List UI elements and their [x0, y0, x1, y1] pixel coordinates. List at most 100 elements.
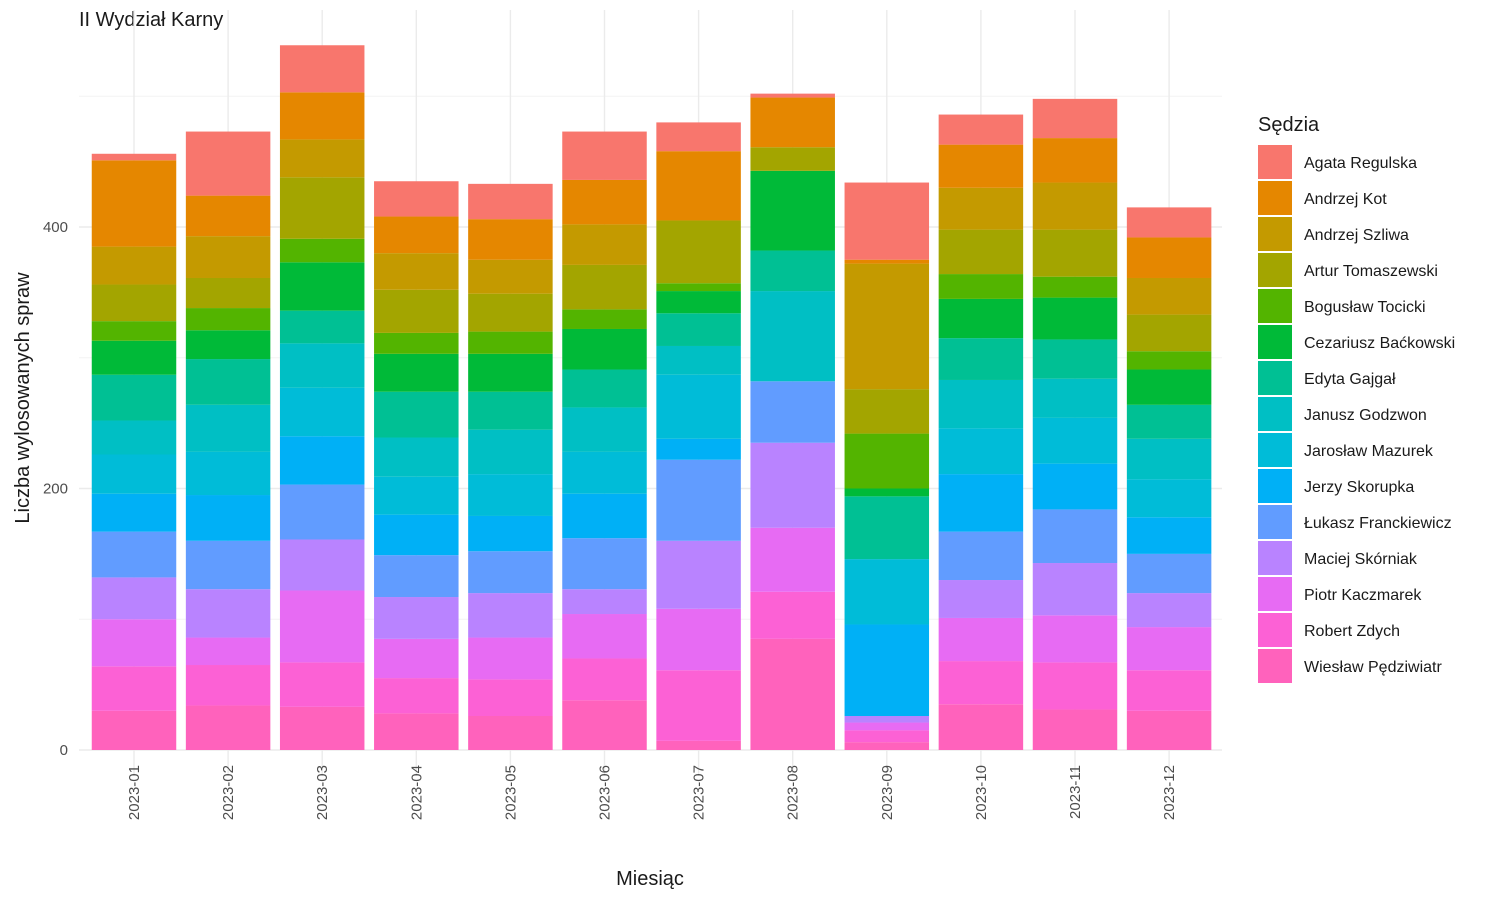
legend-swatch — [1258, 469, 1292, 503]
bar-segment — [562, 614, 647, 659]
bar-segment — [656, 540, 741, 609]
bar-segment — [374, 476, 459, 515]
legend-label: Wiesław Pędziwiatr — [1304, 659, 1442, 676]
bar-segment — [468, 391, 553, 430]
bar-segment — [468, 183, 553, 220]
bar-segment — [656, 283, 741, 292]
bar-segment — [91, 666, 177, 711]
legend-item: Jarosław Mazurek — [1258, 433, 1434, 467]
legend-label: Edyta Gajgał — [1304, 371, 1396, 388]
bar-segment — [656, 291, 741, 314]
bar-segment — [374, 353, 459, 392]
bar-segment — [91, 284, 177, 322]
bar-segment — [185, 277, 271, 309]
bar-segment — [938, 531, 1024, 581]
bar-segment — [1126, 593, 1212, 628]
bar-segment — [844, 259, 930, 264]
x-tick-label: 2023-08 — [785, 765, 802, 820]
x-tick-label: 2023-06 — [597, 765, 614, 820]
bar-segment — [562, 700, 647, 750]
bar-segment — [750, 527, 835, 592]
bar-segment — [938, 229, 1024, 275]
bar-segment — [1126, 277, 1212, 315]
bar-segment — [1126, 670, 1212, 711]
bar-segment — [374, 332, 459, 354]
bar-segment — [562, 493, 647, 539]
bar-segment — [844, 559, 930, 625]
y-tick-label: 0 — [60, 742, 68, 759]
bar-segment — [185, 308, 271, 331]
bar-segment — [468, 219, 553, 260]
legend-label: Łukasz Franckiewicz — [1304, 515, 1452, 532]
bar-segment — [938, 661, 1024, 705]
chart-title: II Wydział Karny — [79, 9, 223, 31]
bar-segment — [279, 139, 365, 178]
bar-segment — [1126, 404, 1212, 439]
y-tick-label: 400 — [43, 219, 68, 236]
legend-swatch — [1258, 505, 1292, 539]
legend-swatch — [1258, 253, 1292, 287]
bar-segment — [468, 259, 553, 294]
bar-segment — [185, 705, 271, 750]
bar-segment — [750, 147, 835, 171]
bar-segment — [750, 442, 835, 528]
legend-swatch — [1258, 577, 1292, 611]
bar-segment — [938, 428, 1024, 475]
x-tick-label: 2023-05 — [502, 765, 519, 820]
legend-title: Sędzia — [1258, 114, 1320, 136]
bar-segment — [562, 589, 647, 615]
bar-segment — [468, 353, 553, 392]
bar-segment — [374, 638, 459, 679]
bar-segment — [374, 253, 459, 290]
bar-segment — [374, 713, 459, 750]
legend-item: Robert Zdych — [1258, 613, 1400, 647]
bar-segment — [279, 484, 365, 540]
bar-segment — [1032, 229, 1118, 277]
bar-segment — [750, 170, 835, 251]
bar-segment — [938, 187, 1024, 230]
bar-stack-2023-08 — [750, 93, 835, 750]
bar-stack-2023-04 — [374, 181, 459, 750]
legend-label: Robert Zdych — [1304, 623, 1400, 640]
bar-segment — [1126, 479, 1212, 518]
bars — [91, 45, 1212, 750]
bar-segment — [91, 420, 177, 455]
bar-segment — [279, 177, 365, 239]
bar-segment — [1126, 207, 1212, 238]
x-tick-label: 2023-01 — [126, 765, 143, 820]
bar-segment — [562, 658, 647, 701]
bar-segment — [656, 740, 741, 750]
x-tick-label: 2023-09 — [879, 765, 896, 820]
bar-segment — [656, 438, 741, 460]
bar-segment — [938, 580, 1024, 618]
legend-item: Edyta Gajgał — [1258, 361, 1396, 395]
bar-stack-2023-11 — [1032, 98, 1118, 750]
bar-segment — [656, 459, 741, 541]
bar-segment — [844, 182, 930, 260]
bar-segment — [750, 291, 835, 382]
bar-segment — [656, 313, 741, 346]
bar-segment — [750, 381, 835, 443]
legend-label: Janusz Godzwon — [1304, 407, 1427, 424]
bar-segment — [374, 555, 459, 598]
bar-segment — [279, 238, 365, 263]
bar-segment — [750, 93, 835, 98]
bar-segment — [656, 151, 741, 221]
x-tick-label: 2023-04 — [408, 765, 425, 820]
legend-item: Janusz Godzwon — [1258, 397, 1427, 431]
bar-segment — [938, 144, 1024, 188]
bar-segment — [656, 670, 741, 741]
bar-segment — [91, 340, 177, 375]
bar-segment — [562, 369, 647, 408]
bar-segment — [1032, 98, 1118, 139]
bar-segment — [468, 679, 553, 717]
legend-item: Andrzej Szliwa — [1258, 217, 1409, 251]
bar-segment — [279, 662, 365, 707]
legend-swatch — [1258, 181, 1292, 215]
bar-segment — [185, 637, 271, 666]
bar-segment — [374, 437, 459, 477]
bar-segment — [938, 114, 1024, 145]
bar-segment — [562, 328, 647, 370]
bar-segment — [656, 608, 741, 671]
bar-segment — [844, 433, 930, 489]
